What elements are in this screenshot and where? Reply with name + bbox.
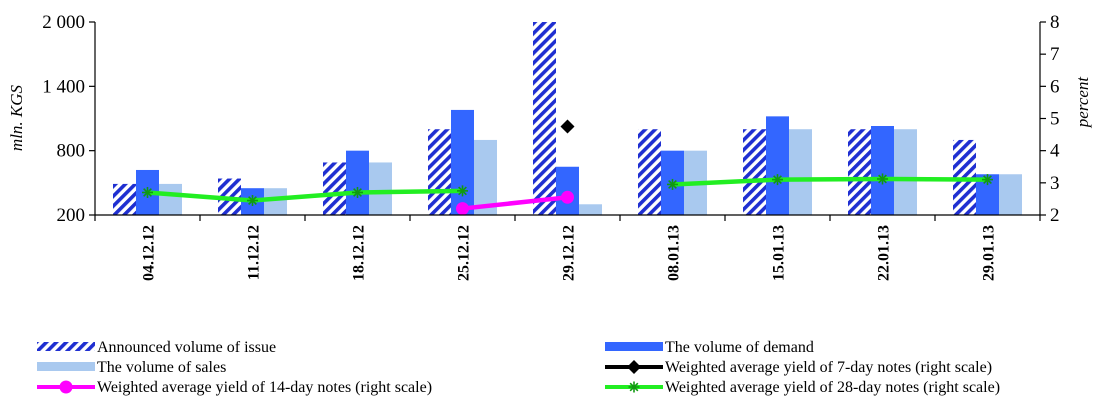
x-tick-label: 04.12.12	[141, 225, 158, 281]
right-axis-title: percent	[1073, 76, 1092, 129]
x-tick-label: 22.01.13	[876, 225, 893, 281]
x-tick-label: 11.12.12	[246, 225, 263, 280]
right-tick-label: 7	[1050, 44, 1060, 65]
bar-the-volume-of-sales	[264, 188, 287, 215]
legend-item: The volume of demand	[605, 339, 814, 356]
bar-the-volume-of-sales	[579, 204, 602, 215]
legend-swatch	[37, 362, 95, 371]
point-weighted-average-yield-of-28-day-notes-right-scale-	[877, 173, 888, 185]
legend-item: Announced volume of issue	[37, 339, 276, 356]
point-weighted-average-yield-of-28-day-notes-right-scale-	[352, 186, 363, 198]
x-tick-label: 29.12.12	[561, 225, 578, 281]
x-tick-label: 25.12.12	[456, 225, 473, 281]
axes: 200 800 1 400 2 000 2 3 4 5 6 7 8 04.12.12 11.12.12 1…	[7, 12, 1092, 281]
bar-announced-volume-of-issue	[638, 129, 661, 215]
bar-the-volume-of-sales	[159, 183, 182, 215]
left-tick-label: 2 000	[42, 12, 85, 33]
right-tick-label: 4	[1050, 141, 1060, 162]
left-tick-label: 1 400	[42, 76, 85, 97]
right-tick-label: 5	[1050, 109, 1060, 130]
legend-label: The volume of demand	[665, 339, 814, 356]
x-tick-label: 29.01.13	[981, 225, 998, 281]
legend-label: Weighted average yield of 14-day notes (…	[97, 379, 432, 396]
bar-the-volume-of-sales	[789, 129, 812, 215]
legend-item: Weighted average yield of 14-day notes (…	[37, 379, 432, 396]
legend-item: Weighted average yield of 7-day notes (r…	[605, 359, 992, 376]
legend-marker	[627, 360, 641, 374]
line-weighted-average-yield-of-14-day-notes-right-scale-	[462, 195, 568, 211]
point-weighted-average-yield-of-28-day-notes-right-scale-	[142, 186, 153, 198]
legend-item: Weighted average yield of 28-day notes (…	[605, 379, 1000, 396]
bar-announced-volume-of-issue	[113, 183, 136, 215]
left-tick-label: 200	[57, 205, 86, 226]
right-tick-label: 8	[1050, 12, 1060, 33]
bar-the-volume-of-sales	[999, 174, 1022, 215]
point-weighted-average-yield-of-28-day-notes-right-scale-	[772, 174, 783, 186]
point-weighted-average-yield-of-28-day-notes-right-scale-	[247, 195, 258, 207]
bar-announced-volume-of-issue	[323, 162, 346, 215]
right-tick-label: 3	[1050, 173, 1060, 194]
right-tick-label: 2	[1050, 205, 1060, 226]
line-weighted-average-yield-of-28-day-notes-right-scale-	[147, 188, 463, 203]
legend-swatch	[605, 342, 663, 351]
plot-area	[113, 22, 1022, 216]
x-tick-label: 15.01.13	[771, 225, 788, 281]
legend-swatch	[37, 342, 95, 351]
left-tick-label: 800	[57, 141, 86, 162]
x-tick-label: 08.01.13	[666, 225, 683, 281]
legend-label: The volume of sales	[97, 359, 226, 376]
point-weighted-average-yield-of-14-day-notes-right-scale-	[561, 190, 574, 204]
legend-label: Weighted average yield of 7-day notes (r…	[665, 359, 992, 376]
bar-the-volume-of-sales	[369, 162, 392, 215]
bar-the-volume-of-sales	[894, 129, 917, 215]
bar-the-volume-of-demand	[976, 174, 999, 215]
bar-the-volume-of-demand	[346, 150, 369, 215]
legend-marker	[59, 380, 73, 394]
bar-the-volume-of-demand	[766, 116, 789, 215]
legend-item: The volume of sales	[37, 359, 226, 376]
point-weighted-average-yield-of-28-day-notes-right-scale-	[457, 185, 468, 197]
bar-announced-volume-of-issue	[743, 129, 766, 215]
bar-the-volume-of-sales	[474, 139, 497, 215]
bar-the-volume-of-demand	[871, 126, 894, 215]
x-tick-label: 18.12.12	[351, 225, 368, 281]
point-weighted-average-yield-of-7-day-notes-right-scale-	[560, 119, 575, 134]
bar-announced-volume-of-issue	[428, 129, 451, 215]
legend-label: Weighted average yield of 28-day notes (…	[665, 379, 1000, 396]
left-axis-title: mln. KGS	[7, 84, 26, 151]
line-weighted-average-yield-of-28-day-notes-right-scale-	[672, 176, 988, 187]
point-weighted-average-yield-of-14-day-notes-right-scale-	[456, 202, 469, 216]
bar-announced-volume-of-issue	[533, 22, 556, 215]
bar-announced-volume-of-issue	[848, 129, 871, 215]
legend-marker	[628, 381, 640, 393]
point-weighted-average-yield-of-28-day-notes-right-scale-	[982, 174, 993, 186]
right-tick-label: 6	[1050, 76, 1060, 97]
point-weighted-average-yield-of-28-day-notes-right-scale-	[667, 178, 678, 190]
legend: Announced volume of issue The volume of d…	[37, 339, 1000, 396]
bar-the-volume-of-demand	[451, 109, 474, 215]
legend-label: Announced volume of issue	[97, 339, 276, 356]
